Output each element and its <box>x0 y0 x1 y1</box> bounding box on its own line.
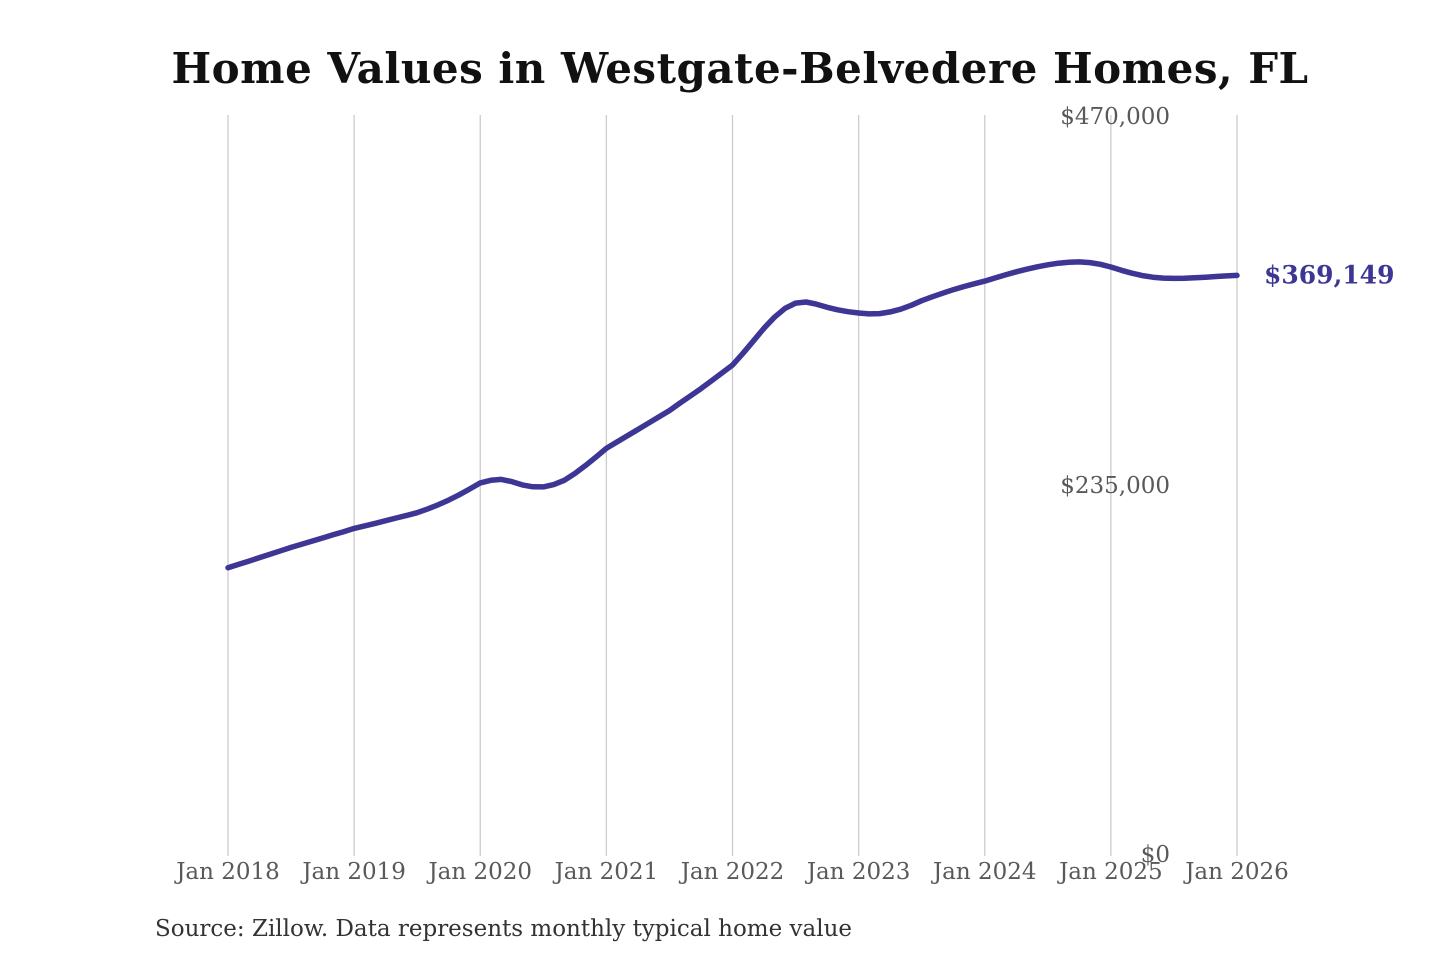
chart-title: Home Values in Westgate-Belvedere Homes,… <box>171 44 1309 93</box>
x-axis-tick-label: Jan 2019 <box>302 859 406 885</box>
x-axis-tick-label: Jan 2024 <box>932 859 1037 885</box>
home-value-line <box>225 259 1240 571</box>
x-axis-tick-label: Jan 2025 <box>1059 859 1163 885</box>
x-axis-tick-label: Jan 2023 <box>806 859 911 885</box>
x-axis-tick-label: Jan 2026 <box>1185 859 1289 885</box>
latest-value-label: $369,149 <box>1264 260 1395 290</box>
y-axis-tick-label: $0 <box>1140 842 1170 868</box>
x-axis-tick-label: Jan 2021 <box>554 859 659 885</box>
source-note: Source: Zillow. Data represents monthly … <box>155 916 853 942</box>
y-axis-tick-label: $470,000 <box>1060 104 1170 130</box>
x-axis-tick-label: Jan 2020 <box>428 859 533 885</box>
y-axis-tick-label: $235,000 <box>1060 473 1170 499</box>
x-axis-tick-label: Jan 2022 <box>680 859 785 885</box>
x-axis-tick-label: Jan 2018 <box>176 859 280 885</box>
